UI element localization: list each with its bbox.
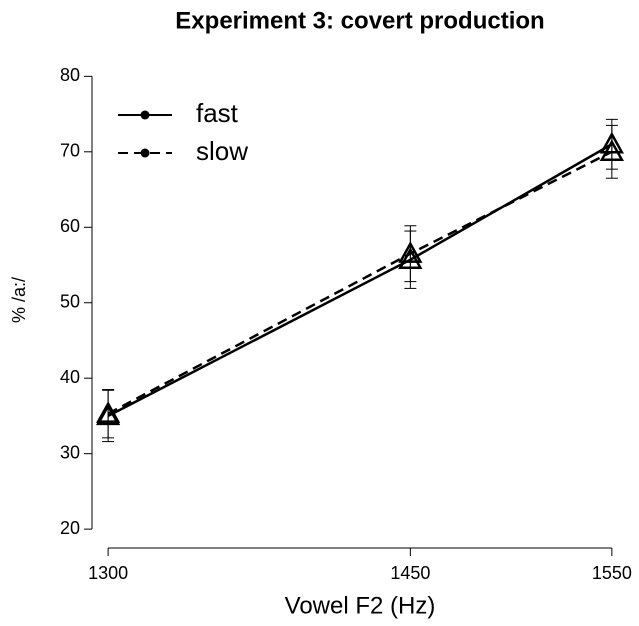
y-tick-label: 30	[60, 442, 80, 462]
y-tick-label: 20	[60, 518, 80, 538]
point	[398, 241, 423, 263]
x-tick-label: 1450	[390, 563, 430, 583]
x-axis-label: Vowel F2 (Hz)	[285, 592, 436, 619]
y-axis-label: % /a:/	[9, 277, 29, 323]
point	[95, 401, 121, 423]
legend-label: slow	[196, 136, 248, 166]
point	[599, 139, 624, 162]
series-line	[107, 150, 613, 415]
y-tick-label: 60	[60, 216, 80, 236]
legend-label: fast	[196, 98, 239, 128]
series-line	[107, 143, 613, 418]
y-tick-label: 80	[60, 65, 80, 85]
legend-marker	[140, 148, 150, 158]
y-tick-label: 40	[60, 367, 80, 387]
x-tick-label: 1550	[592, 563, 632, 583]
y-tick-label: 70	[60, 141, 80, 161]
legend-marker	[140, 110, 150, 120]
x-tick-label: 1300	[88, 563, 128, 583]
y-tick-label: 50	[60, 291, 80, 311]
chart-title: Experiment 3: covert production	[175, 7, 544, 34]
